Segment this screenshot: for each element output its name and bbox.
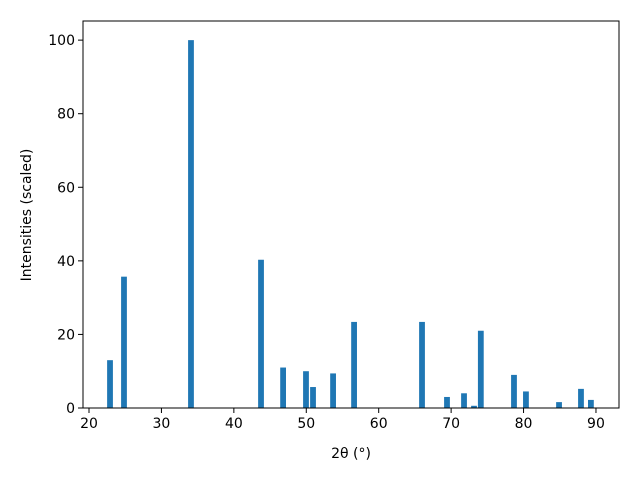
- bar: [107, 360, 113, 408]
- bar: [461, 393, 467, 408]
- x-tick-label: 50: [297, 416, 315, 432]
- bar: [330, 373, 336, 408]
- bar: [310, 387, 316, 408]
- y-tick-label: 60: [57, 180, 75, 196]
- bar: [578, 388, 584, 408]
- bar: [556, 402, 562, 408]
- bar: [511, 374, 517, 408]
- y-tick-label: 20: [57, 327, 75, 343]
- x-axis-label: 2θ (°): [331, 446, 371, 462]
- bar: [444, 396, 450, 408]
- bar: [523, 391, 529, 408]
- x-tick-label: 40: [225, 416, 243, 432]
- bar: [351, 321, 357, 408]
- bar: [471, 405, 477, 408]
- x-tick-label: 80: [515, 416, 533, 432]
- x-tick-label: 20: [80, 416, 98, 432]
- x-tick-label: 90: [587, 416, 605, 432]
- y-tick-label: 40: [57, 254, 75, 270]
- bar: [419, 321, 425, 408]
- bar: [188, 40, 194, 409]
- bar: [303, 371, 309, 408]
- bar: [588, 399, 594, 408]
- x-tick-label: 60: [370, 416, 388, 432]
- bar: [258, 259, 264, 408]
- x-tick-label: 70: [442, 416, 460, 432]
- bar: [477, 330, 484, 408]
- y-axis-label: Intensities (scaled): [19, 149, 35, 282]
- bar: [121, 276, 127, 408]
- plot-frame: [82, 20, 620, 409]
- y-tick-label: 80: [57, 107, 75, 123]
- x-tick-label: 30: [153, 416, 171, 432]
- y-tick-label: 0: [66, 401, 75, 417]
- bar: [280, 367, 287, 408]
- y-tick-label: 100: [48, 33, 75, 49]
